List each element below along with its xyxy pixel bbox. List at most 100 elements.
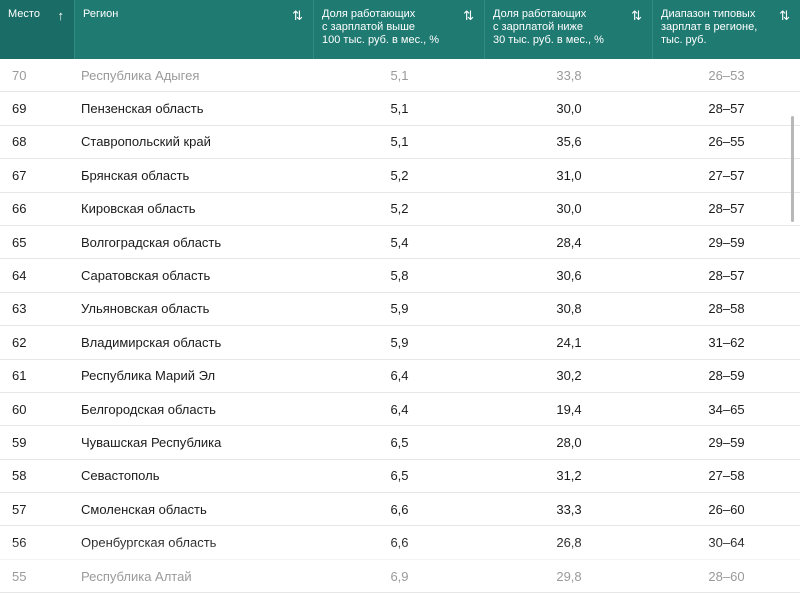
high-share-cell: 6,6 bbox=[390, 535, 409, 551]
vertical-scrollbar[interactable] bbox=[791, 116, 794, 222]
table-row: 55 Республика Алтай 6,9 29,8 28–60 bbox=[0, 560, 800, 593]
high-share-cell: 5,2 bbox=[390, 201, 409, 217]
table-row: 60 Белгородская область 6,4 19,4 34–65 bbox=[0, 393, 800, 427]
range-cell: 28–58 bbox=[708, 301, 745, 317]
range-cell: 27–58 bbox=[708, 468, 745, 484]
column-label-low-share-line: с зарплатой ниже bbox=[493, 21, 584, 33]
low-share-cell: 30,2 bbox=[556, 368, 582, 384]
column-label-range-line: Диапазон типовых bbox=[661, 8, 756, 20]
rank-cell: 58 bbox=[12, 468, 27, 484]
rank-cell: 60 bbox=[12, 401, 27, 417]
low-share-cell: 19,4 bbox=[556, 401, 582, 417]
table-row: 61 Республика Марий Эл 6,4 30,2 28–59 bbox=[0, 360, 800, 393]
rank-cell: 62 bbox=[12, 334, 27, 350]
column-label-rank: Место bbox=[8, 8, 40, 20]
table-row: 69 Пензенская область 5,1 30,0 28–57 bbox=[0, 92, 800, 126]
table-body: 70 Республика Адыгея 5,1 33,8 26–53 69 П… bbox=[0, 59, 800, 593]
low-share-cell: 26,8 bbox=[556, 535, 582, 551]
table-row: 58 Севастополь 6,5 31,2 27–58 bbox=[0, 460, 800, 494]
range-cell: 27–57 bbox=[708, 167, 745, 183]
sort-icon[interactable]: ⇅ bbox=[779, 8, 790, 23]
low-share-cell: 31,0 bbox=[556, 167, 582, 183]
rank-cell: 63 bbox=[12, 301, 27, 317]
table-row: 62 Владимирская область 5,9 24,1 31–62 bbox=[0, 326, 800, 360]
low-share-cell: 31,2 bbox=[556, 468, 582, 484]
column-header-range[interactable]: Диапазон типовых зарплат в регионе, тыс.… bbox=[653, 0, 800, 59]
rank-cell: 61 bbox=[12, 368, 27, 384]
column-label-range-line: зарплат в регионе, bbox=[661, 21, 758, 33]
high-share-cell: 6,6 bbox=[390, 501, 409, 517]
sort-icon[interactable]: ⇅ bbox=[631, 8, 642, 23]
region-cell: Ульяновская область bbox=[81, 301, 210, 317]
column-label-region: Регион bbox=[83, 8, 119, 20]
sort-icon[interactable]: ⇅ bbox=[292, 8, 303, 23]
high-share-cell: 5,9 bbox=[390, 301, 409, 317]
range-cell: 26–53 bbox=[708, 67, 745, 83]
high-share-cell: 6,4 bbox=[390, 368, 409, 384]
range-cell: 29–59 bbox=[708, 234, 745, 250]
table-row: 70 Республика Адыгея 5,1 33,8 26–53 bbox=[0, 59, 800, 93]
column-label-range-line: тыс. руб. bbox=[661, 34, 707, 46]
region-cell: Кировская область bbox=[81, 201, 196, 217]
rank-cell: 69 bbox=[12, 101, 27, 117]
sort-icon[interactable]: ⇅ bbox=[463, 8, 474, 23]
high-share-cell: 5,4 bbox=[390, 234, 409, 250]
high-share-cell: 6,4 bbox=[390, 401, 409, 417]
range-cell: 26–60 bbox=[708, 501, 745, 517]
high-share-cell: 5,1 bbox=[390, 134, 409, 150]
rank-cell: 59 bbox=[12, 434, 27, 450]
low-share-cell: 30,8 bbox=[556, 301, 582, 317]
region-cell: Республика Адыгея bbox=[81, 67, 200, 83]
high-share-cell: 5,2 bbox=[390, 167, 409, 183]
region-cell: Ставропольский край bbox=[81, 134, 211, 150]
sort-ascending-icon[interactable]: ↑ bbox=[57, 8, 65, 23]
table-row: 68 Ставропольский край 5,1 35,6 26–55 bbox=[0, 126, 800, 160]
low-share-cell: 35,6 bbox=[556, 134, 582, 150]
column-label-low-share-line: Доля работающих bbox=[493, 8, 587, 20]
table-row: 57 Смоленская область 6,6 33,3 26–60 bbox=[0, 493, 800, 527]
range-cell: 29–59 bbox=[708, 434, 745, 450]
column-label-high-share-line: с зарплатой выше bbox=[322, 21, 416, 33]
rank-cell: 67 bbox=[12, 167, 27, 183]
region-cell: Чувашская Республика bbox=[81, 434, 222, 450]
table-header: Место ↑ Регион ⇅ Доля работающих с зарпл… bbox=[0, 0, 800, 59]
column-header-rank[interactable]: Место ↑ bbox=[0, 0, 75, 59]
column-header-region[interactable]: Регион ⇅ bbox=[75, 0, 314, 59]
table-row: 65 Волгоградская область 5,4 28,4 29–59 bbox=[0, 226, 800, 260]
column-header-high-share[interactable]: Доля работающих с зарплатой выше 100 тыс… bbox=[314, 0, 485, 59]
table-row: 67 Брянская область 5,2 31,0 27–57 bbox=[0, 159, 800, 193]
region-cell: Смоленская область bbox=[81, 501, 207, 517]
low-share-cell: 30,6 bbox=[556, 268, 582, 284]
region-cell: Севастополь bbox=[81, 468, 160, 484]
region-cell: Брянская область bbox=[81, 167, 190, 183]
rank-cell: 66 bbox=[12, 201, 27, 217]
column-label-high-share-line: 100 тыс. руб. в мес., % bbox=[322, 34, 440, 46]
range-cell: 28–59 bbox=[708, 368, 745, 384]
range-cell: 30–64 bbox=[708, 535, 745, 551]
range-cell: 34–65 bbox=[708, 401, 745, 417]
low-share-cell: 33,8 bbox=[556, 67, 582, 83]
high-share-cell: 5,8 bbox=[390, 268, 409, 284]
column-label-low-share-line: 30 тыс. руб. в мес., % bbox=[493, 34, 604, 46]
table-row: 64 Саратовская область 5,8 30,6 28–57 bbox=[0, 259, 800, 293]
range-cell: 28–57 bbox=[708, 268, 745, 284]
range-cell: 26–55 bbox=[708, 134, 745, 150]
table-row: 66 Кировская область 5,2 30,0 28–57 bbox=[0, 193, 800, 226]
rank-cell: 57 bbox=[12, 501, 27, 517]
column-label-high-share-line: Доля работающих bbox=[322, 8, 416, 20]
table-row: 59 Чувашская Республика 6,5 28,0 29–59 bbox=[0, 426, 800, 460]
rank-cell: 56 bbox=[12, 535, 27, 551]
low-share-cell: 28,0 bbox=[556, 434, 582, 450]
region-cell: Волгоградская область bbox=[81, 234, 222, 250]
region-cell: Пензенская область bbox=[81, 101, 204, 117]
low-share-cell: 30,0 bbox=[556, 101, 582, 117]
column-header-low-share[interactable]: Доля работающих с зарплатой ниже 30 тыс.… bbox=[485, 0, 653, 59]
low-share-cell: 33,3 bbox=[556, 501, 582, 517]
table-row: 56 Оренбургская область 6,6 26,8 30–64 bbox=[0, 526, 800, 560]
rank-cell: 65 bbox=[12, 234, 27, 250]
high-share-cell: 6,5 bbox=[390, 434, 409, 450]
rank-cell: 64 bbox=[12, 268, 27, 284]
high-share-cell: 5,1 bbox=[390, 101, 409, 117]
low-share-cell: 30,0 bbox=[556, 201, 582, 217]
high-share-cell: 5,9 bbox=[390, 334, 409, 350]
